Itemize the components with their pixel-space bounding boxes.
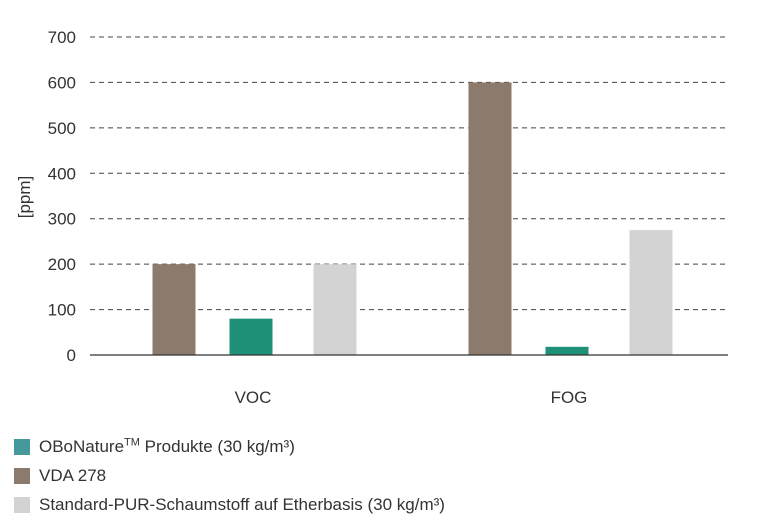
legend-swatch-obonature — [14, 439, 30, 455]
bar-voc-series-3 — [313, 264, 357, 355]
y-tick-label-700: 700 — [48, 28, 76, 47]
legend-swatch-vda278 — [14, 468, 30, 484]
legend-item-standard-pur: Standard-PUR-Schaumstoff auf Etherbasis … — [14, 492, 744, 518]
category-label-voc: VOC — [235, 388, 272, 407]
legend-swatch-standard-pur — [14, 497, 30, 513]
category-label-fog: FOG — [551, 388, 588, 407]
y-tick-label-0: 0 — [67, 346, 76, 365]
legend: OBoNatureTM Produkte (30 kg/m³) VDA 278 … — [14, 434, 744, 521]
legend-label-vda278: VDA 278 — [39, 466, 107, 485]
y-tick-label-200: 200 — [48, 255, 76, 274]
bar-fog-series-3 — [629, 230, 673, 355]
legend-item-obonature: OBoNatureTM Produkte (30 kg/m³) — [14, 434, 744, 460]
bar-voc-series-1 — [152, 264, 196, 355]
bar-fog-series-2 — [545, 346, 589, 355]
legend-label-standard-pur: Standard-PUR-Schaumstoff auf Etherbasis … — [39, 495, 445, 514]
legend-label-obonature: OBoNatureTM Produkte (30 kg/m³) — [39, 436, 295, 456]
y-tick-labels: 0 100 200 300 400 500 600 700 — [48, 28, 76, 365]
bar-chart: 0 100 200 300 400 500 600 700 VOC FOG [ppm] — [15, 28, 728, 407]
grid-lines — [90, 36, 728, 311]
y-tick-label-300: 300 — [48, 210, 76, 229]
category-labels: VOC FOG — [235, 388, 588, 407]
y-tick-label-400: 400 — [48, 164, 76, 183]
bar-voc-series-2 — [229, 318, 273, 355]
bars — [152, 82, 673, 355]
y-tick-label-600: 600 — [48, 73, 76, 92]
y-tick-label-500: 500 — [48, 119, 76, 138]
y-tick-label-100: 100 — [48, 301, 76, 320]
bar-fog-series-1 — [468, 82, 512, 355]
y-axis-title: [ppm] — [15, 176, 34, 219]
legend-item-vda278: VDA 278 — [14, 463, 744, 489]
